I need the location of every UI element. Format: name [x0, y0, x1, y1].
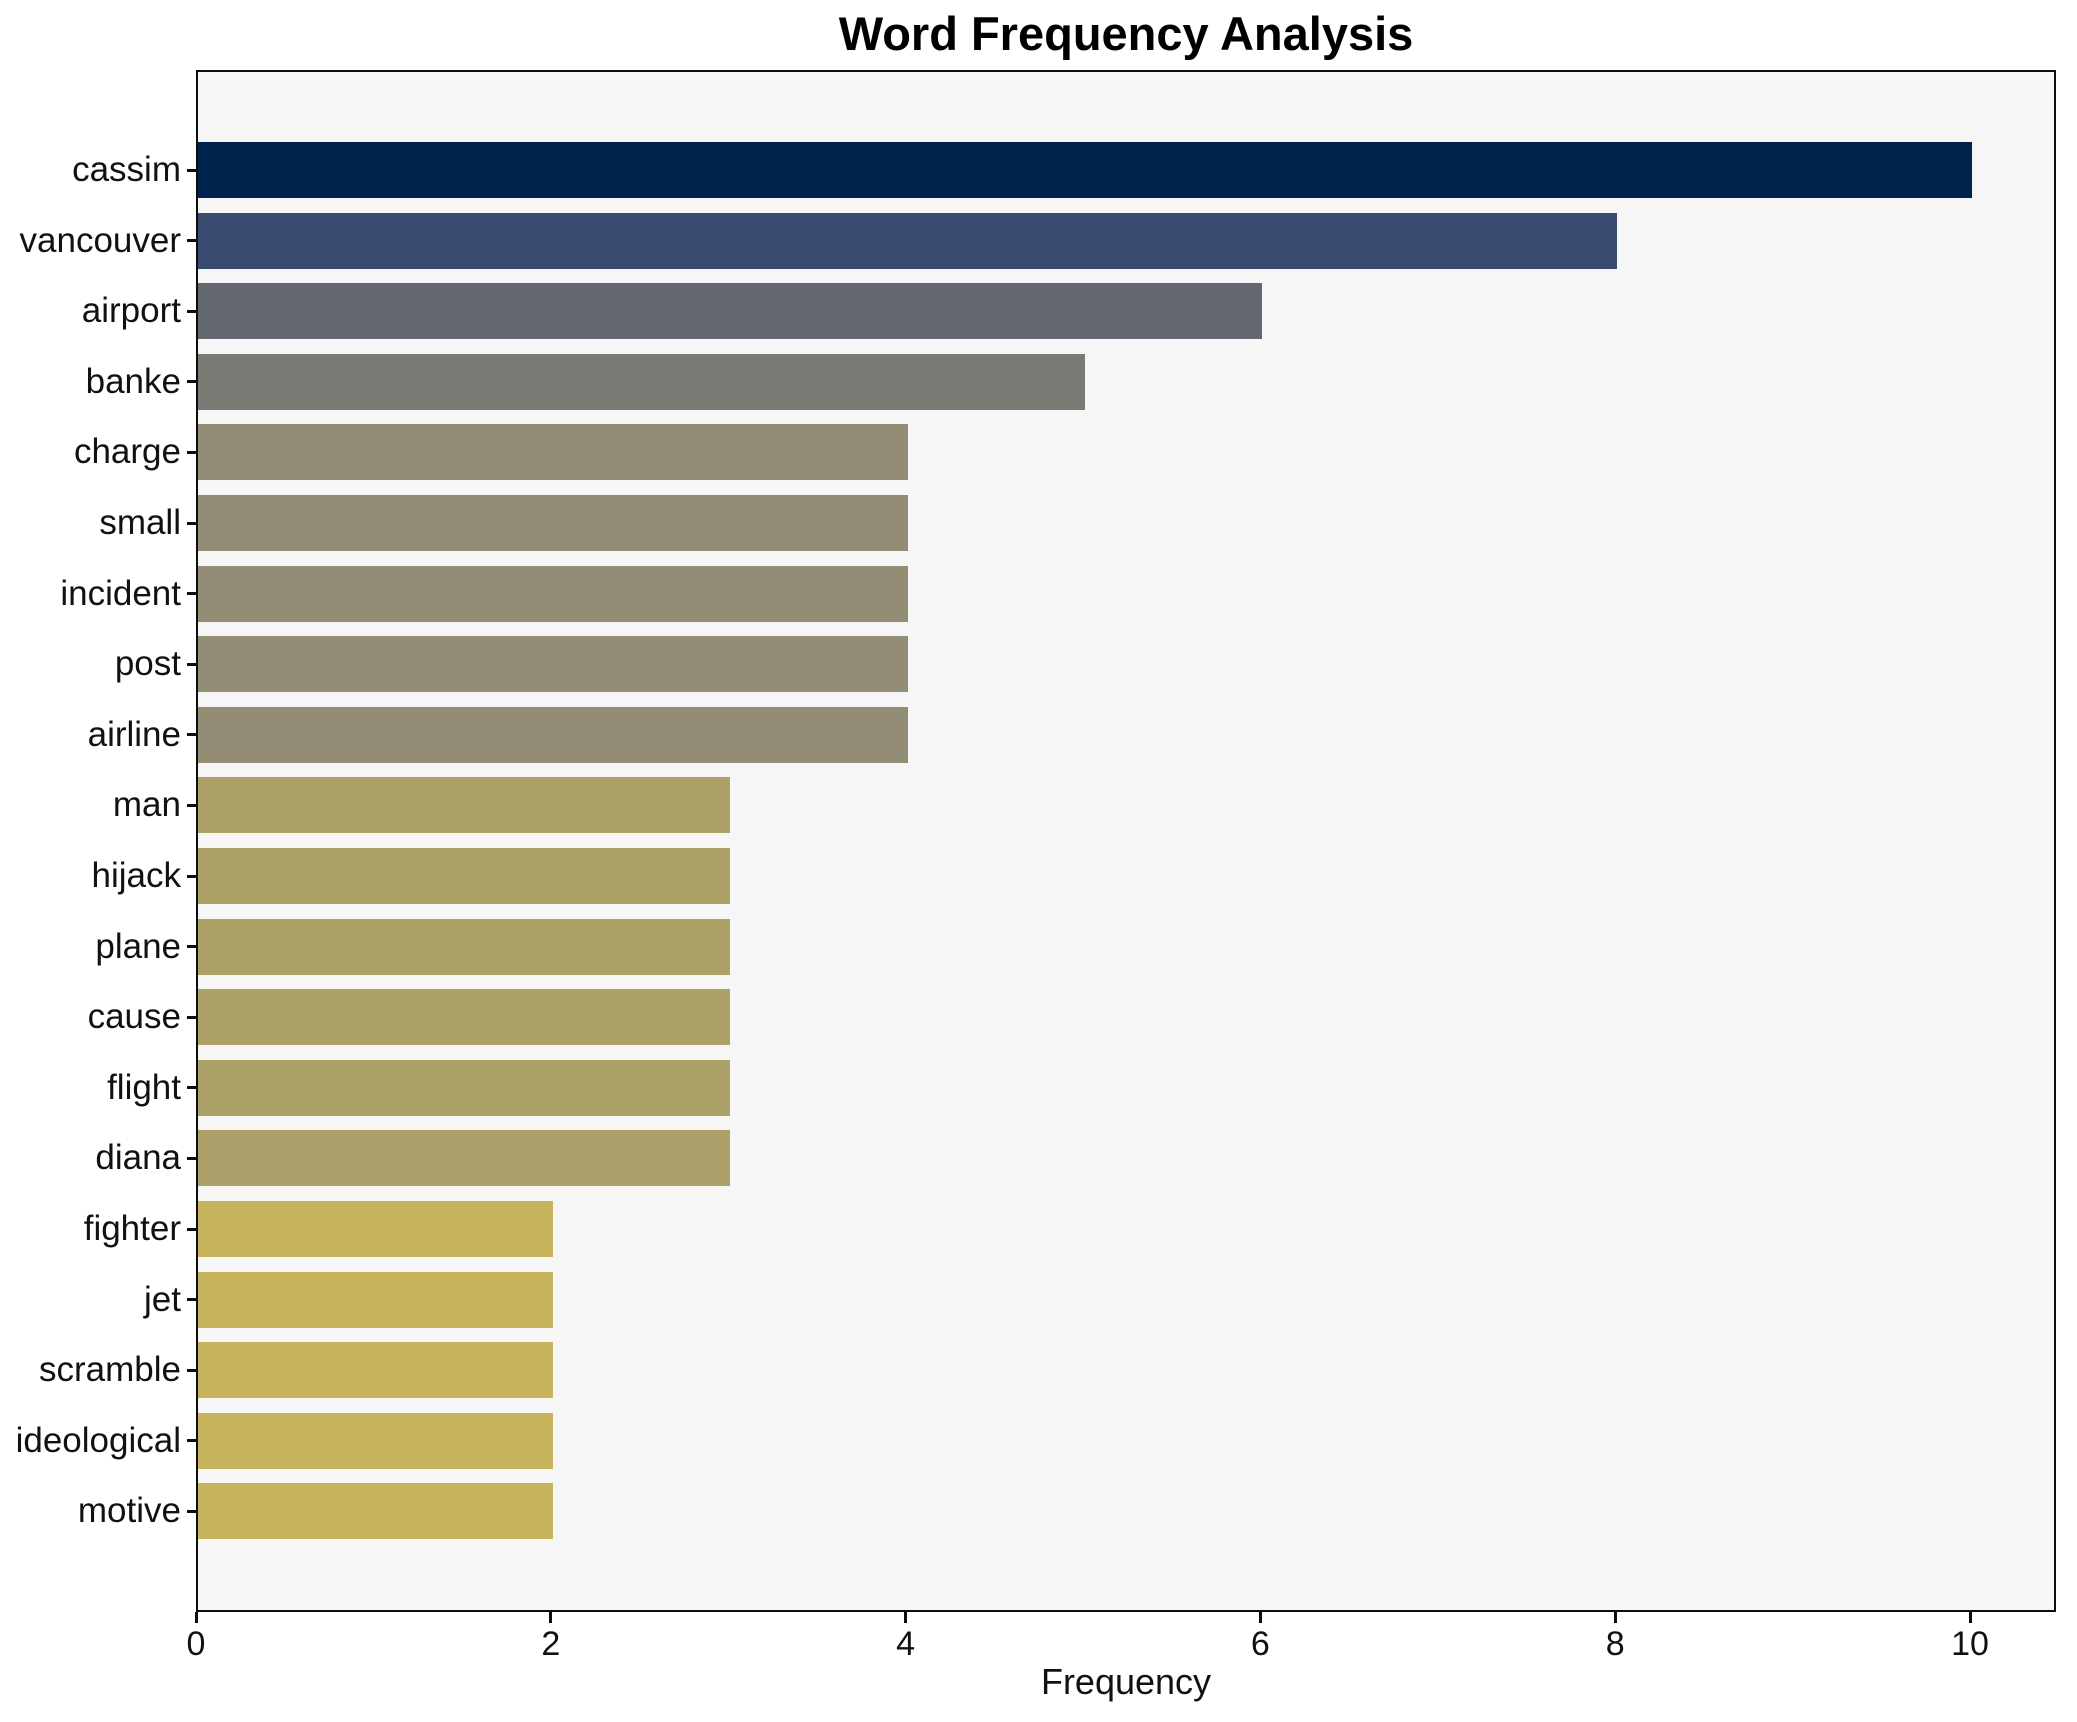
- y-tick-mark: [187, 1086, 196, 1090]
- bar-jet: [198, 1271, 553, 1328]
- y-tick-label-motive: motive: [77, 1491, 181, 1531]
- x-tick-mark: [549, 1612, 553, 1623]
- x-tick-mark: [1613, 1612, 1617, 1623]
- y-tick-label-airport: airport: [81, 291, 181, 331]
- bar-flight: [198, 1059, 731, 1116]
- bar-ideological: [198, 1412, 553, 1469]
- y-tick-label-man: man: [112, 785, 181, 825]
- y-tick-mark: [187, 733, 196, 737]
- bar-fighter: [198, 1201, 553, 1257]
- y-tick-label-charge: charge: [73, 432, 181, 472]
- bar-motive: [198, 1483, 553, 1540]
- y-tick-mark: [187, 450, 196, 454]
- y-tick-label-fighter: fighter: [83, 1209, 181, 1248]
- x-tick-label-6: 6: [1250, 1625, 1270, 1663]
- y-tick-label-cause: cause: [87, 997, 181, 1037]
- x-tick-label-10: 10: [1951, 1625, 1989, 1663]
- y-tick-mark: [187, 803, 196, 807]
- y-tick-mark: [187, 1227, 196, 1231]
- y-tick-mark: [187, 592, 196, 596]
- x-tick-label-2: 2: [541, 1625, 561, 1663]
- y-tick-mark: [187, 1298, 196, 1302]
- y-tick-mark: [187, 239, 196, 243]
- y-tick-label-jet: jet: [144, 1279, 181, 1319]
- y-tick-mark: [187, 521, 196, 525]
- x-tick-label-4: 4: [896, 1625, 916, 1663]
- y-tick-label-diana: diana: [95, 1138, 181, 1178]
- y-tick-label-cassim: cassim: [72, 150, 181, 189]
- y-tick-mark: [187, 1368, 196, 1372]
- y-tick-label-airline: airline: [87, 714, 181, 754]
- y-tick-mark: [187, 168, 196, 172]
- bar-scramble: [198, 1342, 553, 1399]
- y-tick-label-small: small: [99, 503, 181, 542]
- y-tick-label-post: post: [114, 644, 181, 684]
- y-tick-mark: [187, 380, 196, 384]
- bar-charge: [198, 424, 908, 481]
- bar-cause: [198, 989, 731, 1046]
- y-tick-mark: [187, 874, 196, 878]
- bar-post: [198, 636, 908, 693]
- bar-diana: [198, 1130, 731, 1187]
- x-tick-mark: [194, 1612, 198, 1623]
- bar-small: [198, 495, 908, 551]
- y-tick-label-plane: plane: [95, 926, 181, 966]
- bar-vancouver: [198, 212, 1618, 269]
- y-tick-mark: [187, 1439, 196, 1443]
- y-tick-mark: [187, 309, 196, 313]
- chart-title: Word Frequency Analysis: [838, 7, 1414, 60]
- x-tick-label-8: 8: [1605, 1625, 1625, 1663]
- y-tick-label-flight: flight: [107, 1067, 181, 1107]
- y-tick-mark: [187, 1156, 196, 1160]
- y-tick-label-ideological: ideological: [15, 1420, 181, 1460]
- bar-plane: [198, 918, 731, 975]
- x-axis-label: Frequency: [1040, 1661, 1212, 1702]
- x-tick-mark: [904, 1612, 908, 1623]
- bar-cassim: [198, 142, 1972, 198]
- y-tick-mark: [187, 1509, 196, 1513]
- bar-hijack: [198, 848, 731, 904]
- bar-airport: [198, 283, 1263, 340]
- y-tick-label-banke: banke: [85, 361, 181, 401]
- y-tick-label-incident: incident: [60, 573, 181, 613]
- y-tick-mark: [187, 945, 196, 949]
- bar-incident: [198, 565, 908, 622]
- y-tick-label-scramble: scramble: [39, 1350, 181, 1390]
- bar-airline: [198, 706, 908, 763]
- y-tick-mark: [187, 662, 196, 666]
- y-tick-mark: [187, 1015, 196, 1019]
- x-tick-mark: [1258, 1612, 1262, 1623]
- y-tick-label-vancouver: vancouver: [19, 220, 181, 260]
- x-tick-mark: [1968, 1612, 1972, 1623]
- bar-man: [198, 777, 731, 834]
- y-tick-label-hijack: hijack: [91, 856, 181, 895]
- x-tick-label-0: 0: [186, 1625, 206, 1663]
- bar-banke: [198, 353, 1085, 410]
